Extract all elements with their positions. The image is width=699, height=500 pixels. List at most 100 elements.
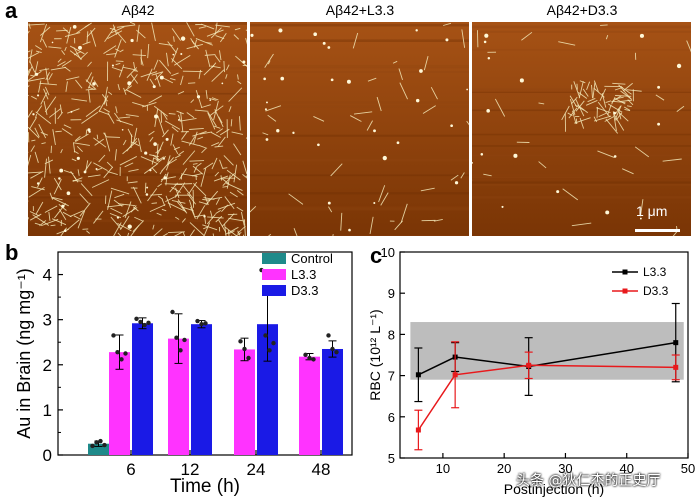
afm-fiber bbox=[219, 128, 230, 136]
afm-scan-line bbox=[250, 65, 469, 67]
afm-fiber bbox=[181, 218, 186, 223]
afm-particle bbox=[127, 81, 132, 86]
afm-fiber bbox=[149, 204, 166, 213]
afm-fiber bbox=[114, 149, 117, 161]
afm-particle bbox=[266, 101, 268, 104]
afm-fiber bbox=[586, 81, 591, 91]
afm-fiber bbox=[80, 183, 93, 197]
afm-scan-line bbox=[28, 93, 247, 95]
afm-fiber bbox=[109, 212, 122, 219]
afm-fiber bbox=[243, 219, 246, 236]
afm-particle bbox=[556, 190, 560, 194]
afm-particle bbox=[348, 228, 351, 232]
afm-fiber bbox=[154, 71, 164, 81]
y-axis-label: RBC (10¹² L⁻¹) bbox=[367, 309, 383, 400]
afm-particle bbox=[70, 110, 73, 113]
afm-fiber bbox=[28, 66, 33, 77]
afm-particle bbox=[63, 229, 67, 233]
afm-fiber bbox=[73, 176, 79, 183]
afm-fiber bbox=[265, 105, 282, 112]
afm-fiber bbox=[59, 104, 63, 113]
afm-fiber bbox=[171, 199, 186, 204]
afm-fiber bbox=[103, 166, 113, 179]
afm-fiber bbox=[156, 212, 162, 216]
afm-particle bbox=[154, 114, 159, 119]
afm-fiber bbox=[220, 175, 223, 181]
afm-fiber bbox=[133, 127, 138, 144]
afm-fiber bbox=[214, 125, 221, 129]
afm-particle bbox=[657, 85, 661, 89]
afm-fiber bbox=[593, 115, 612, 122]
afm-scan-line bbox=[472, 133, 691, 136]
afm-fiber bbox=[214, 171, 220, 177]
afm-fiber bbox=[613, 113, 625, 131]
afm-fiber bbox=[211, 69, 225, 82]
afm-fiber bbox=[159, 169, 163, 175]
afm-fiber bbox=[222, 167, 228, 169]
afm-fiber bbox=[30, 74, 35, 77]
x-axis-label: Time (h) bbox=[170, 476, 240, 497]
afm-fiber bbox=[211, 157, 218, 170]
afm-fiber bbox=[182, 150, 196, 165]
afm-fiber bbox=[125, 89, 142, 98]
afm-fiber bbox=[267, 60, 271, 65]
afm-fiber bbox=[235, 232, 242, 236]
afm-fiber bbox=[45, 72, 50, 81]
afm-fiber bbox=[79, 202, 91, 217]
afm-fiber bbox=[567, 112, 573, 117]
data-point bbox=[330, 346, 335, 352]
afm-fiber bbox=[29, 61, 36, 73]
afm-fiber bbox=[398, 68, 403, 80]
afm-fiber bbox=[113, 199, 123, 207]
afm-particle bbox=[639, 33, 644, 38]
y-tick-label: 2 bbox=[43, 356, 52, 375]
afm-fiber bbox=[156, 143, 159, 162]
afm-fiber bbox=[177, 199, 187, 213]
afm-fiber bbox=[189, 127, 204, 130]
afm-fiber bbox=[430, 87, 438, 100]
afm-fiber bbox=[538, 161, 547, 169]
afm-scan-line bbox=[28, 22, 247, 25]
afm-fiber bbox=[562, 188, 579, 201]
afm-fiber bbox=[167, 202, 186, 212]
afm-fiber bbox=[28, 50, 31, 53]
afm-fiber bbox=[45, 67, 49, 84]
afm-fiber bbox=[262, 132, 269, 136]
afm-fiber bbox=[146, 68, 153, 81]
data-point bbox=[242, 346, 247, 352]
afm-particle bbox=[180, 36, 186, 41]
afm-particle bbox=[145, 193, 149, 196]
afm-fiber bbox=[160, 176, 176, 181]
afm-fiber bbox=[43, 88, 49, 100]
afm-fiber bbox=[621, 168, 634, 175]
afm-fiber bbox=[450, 174, 459, 181]
afm-fiber bbox=[162, 233, 168, 236]
afm-fiber bbox=[117, 84, 120, 91]
afm-particle bbox=[121, 128, 124, 131]
afm-fiber bbox=[66, 219, 80, 231]
scale-bar-label: 1 μm bbox=[636, 203, 668, 219]
afm-particle bbox=[162, 157, 165, 160]
afm-scan-line bbox=[250, 105, 469, 108]
afm-fiber bbox=[28, 52, 40, 59]
afm-fiber bbox=[198, 26, 206, 29]
afm-particle bbox=[76, 156, 80, 160]
afm-fiber bbox=[164, 120, 181, 130]
afm-particle bbox=[472, 162, 473, 164]
afm-fiber bbox=[538, 102, 545, 105]
x-tick-label: 48 bbox=[312, 460, 331, 479]
afm-fiber bbox=[73, 215, 81, 220]
afm-fiber bbox=[198, 144, 208, 149]
afm-fiber bbox=[231, 131, 243, 135]
afm-fiber bbox=[215, 24, 230, 28]
afm-fiber bbox=[598, 112, 607, 118]
afm-particle bbox=[373, 129, 376, 133]
afm-fiber bbox=[151, 71, 163, 76]
afm-fiber bbox=[90, 30, 97, 47]
afm-fiber bbox=[106, 161, 114, 168]
afm-fiber bbox=[206, 42, 212, 44]
afm-fiber bbox=[41, 142, 46, 145]
afm-fiber bbox=[108, 91, 113, 95]
afm-fiber bbox=[98, 154, 106, 163]
afm-fiber bbox=[48, 46, 62, 49]
